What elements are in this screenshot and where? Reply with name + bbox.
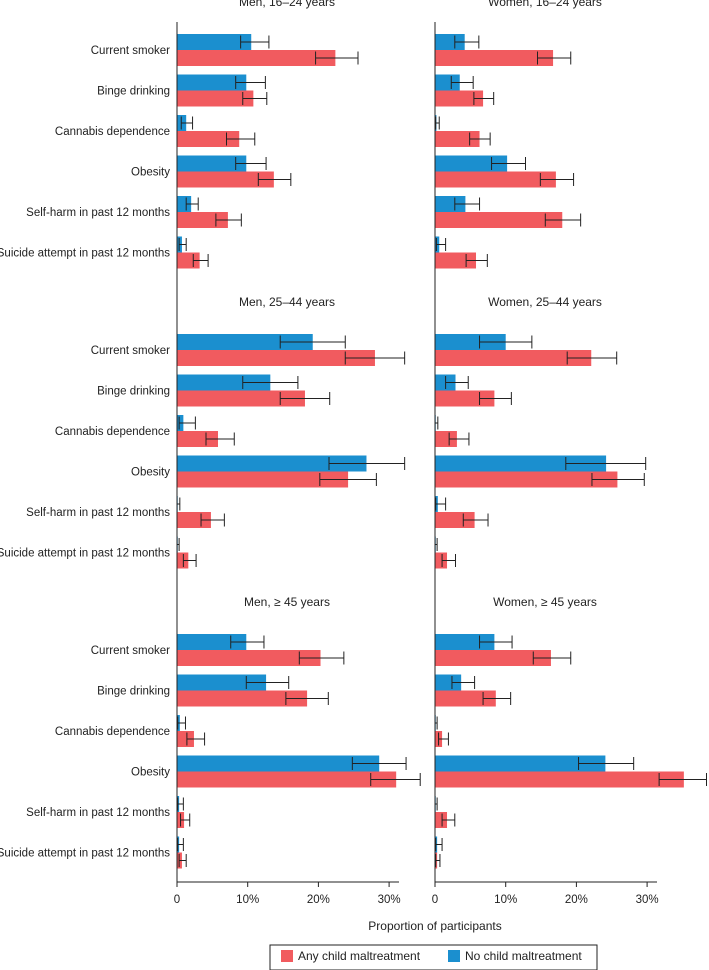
category-label: Current smoker — [91, 645, 170, 657]
bar-any-maltreatment — [177, 650, 321, 666]
panel-title: Women, 16–24 years — [488, 0, 602, 9]
panel-title: Men, 25–44 years — [239, 295, 335, 309]
bar-no-maltreatment — [177, 74, 247, 91]
bar-any-maltreatment — [177, 171, 274, 188]
bar-no-maltreatment — [435, 674, 462, 691]
bar-no-maltreatment — [177, 455, 367, 472]
x-tick-label: 20% — [565, 894, 588, 906]
x-tick-label: 10% — [236, 894, 259, 906]
legend-label-none: No child maltreatment — [465, 949, 582, 963]
bar-any-maltreatment — [177, 731, 194, 747]
category-label: Suicide attempt in past 12 months — [0, 848, 170, 860]
category-label: Obesity — [131, 167, 170, 179]
panel-3: Men, 25–44 years Current smoker Binge drin… — [0, 295, 406, 569]
category-label: Cannabis dependence — [55, 726, 170, 738]
category-label: Obesity — [131, 467, 170, 479]
x-tick-label: 30% — [636, 894, 659, 906]
bar-any-maltreatment — [435, 131, 480, 147]
panel-1: Men, 16–24 years Current smoker Binge drin… — [0, 0, 359, 269]
bar-any-maltreatment — [435, 171, 556, 188]
panel-5: Men, ≥ 45 years Current smoker Binge drink… — [0, 595, 421, 869]
bar-any-maltreatment — [177, 512, 211, 528]
bar-any-maltreatment — [177, 212, 228, 228]
bar-no-maltreatment — [435, 755, 606, 772]
bar-any-maltreatment — [435, 212, 563, 228]
panel-2: Women, 16–24 years — [435, 0, 602, 269]
bar-any-maltreatment — [435, 471, 618, 488]
category-label: Binge drinking — [97, 686, 170, 698]
bar-any-maltreatment — [177, 471, 349, 488]
bar-any-maltreatment — [435, 552, 448, 569]
panel-title: Women, ≥ 45 years — [493, 595, 597, 609]
bar-no-maltreatment — [177, 634, 247, 650]
category-label: Self-harm in past 12 months — [26, 807, 170, 819]
bar-any-maltreatment — [177, 50, 336, 66]
bar-no-maltreatment — [435, 334, 506, 350]
bar-any-maltreatment — [435, 690, 496, 707]
x-tick-label: 10% — [494, 894, 517, 906]
category-label: Obesity — [131, 767, 170, 779]
x-tick-label: 0 — [174, 894, 180, 906]
bar-any-maltreatment — [435, 771, 684, 788]
bar-any-maltreatment — [177, 252, 200, 269]
category-label: Self-harm in past 12 months — [26, 507, 170, 519]
panel-4: Women, 25–44 years — [434, 295, 647, 569]
category-label: Cannabis dependence — [55, 426, 170, 438]
bar-any-maltreatment — [177, 90, 254, 107]
x-axis-label: Proportion of participants — [368, 919, 501, 933]
bar-no-maltreatment — [177, 196, 192, 212]
bar-no-maltreatment — [177, 155, 247, 172]
category-label: Self-harm in past 12 months — [26, 207, 170, 219]
category-label: Cannabis dependence — [55, 126, 170, 138]
bar-any-maltreatment — [177, 552, 189, 569]
category-label: Binge drinking — [97, 86, 170, 98]
bar-any-maltreatment — [177, 350, 375, 366]
bar-no-maltreatment — [435, 34, 465, 50]
bar-no-maltreatment — [435, 455, 607, 472]
legend-label-any: Any child maltreatment — [298, 949, 421, 963]
x-tick-label: 0 — [432, 894, 438, 906]
bar-any-maltreatment — [435, 512, 475, 528]
category-label: Suicide attempt in past 12 months — [0, 248, 170, 260]
bar-any-maltreatment — [435, 431, 457, 447]
bar-any-maltreatment — [435, 650, 551, 666]
bar-any-maltreatment — [435, 90, 484, 107]
panel-6: Women, ≥ 45 years — [434, 595, 707, 869]
bar-any-maltreatment — [435, 50, 554, 66]
panel-title: Men, ≥ 45 years — [244, 595, 330, 609]
x-tick-label: 20% — [307, 894, 330, 906]
legend-swatch-any — [281, 950, 293, 962]
bar-any-maltreatment — [435, 812, 448, 828]
bar-no-maltreatment — [435, 74, 460, 91]
bar-no-maltreatment — [435, 196, 466, 212]
bar-no-maltreatment — [177, 334, 313, 350]
legend-swatch-none — [448, 950, 460, 962]
bar-any-maltreatment — [177, 431, 219, 447]
bar-any-maltreatment — [177, 131, 240, 147]
x-tick-label: 30% — [378, 894, 401, 906]
category-label: Current smoker — [91, 45, 170, 57]
bar-any-maltreatment — [177, 690, 308, 707]
bar-no-maltreatment — [177, 674, 267, 691]
bar-no-maltreatment — [177, 34, 252, 50]
category-label: Binge drinking — [97, 386, 170, 398]
bar-any-maltreatment — [177, 771, 397, 788]
panel-title: Men, 16–24 years — [239, 0, 335, 9]
legend: Any child maltreatment No child maltreat… — [269, 944, 598, 970]
bar-no-maltreatment — [177, 374, 271, 391]
bar-any-maltreatment — [177, 390, 305, 407]
panel-title: Women, 25–44 years — [488, 295, 602, 309]
bar-any-maltreatment — [435, 350, 592, 366]
category-label: Suicide attempt in past 12 months — [0, 548, 170, 560]
bar-no-maltreatment — [435, 155, 508, 172]
bar-no-maltreatment — [177, 755, 380, 772]
category-label: Current smoker — [91, 345, 170, 357]
